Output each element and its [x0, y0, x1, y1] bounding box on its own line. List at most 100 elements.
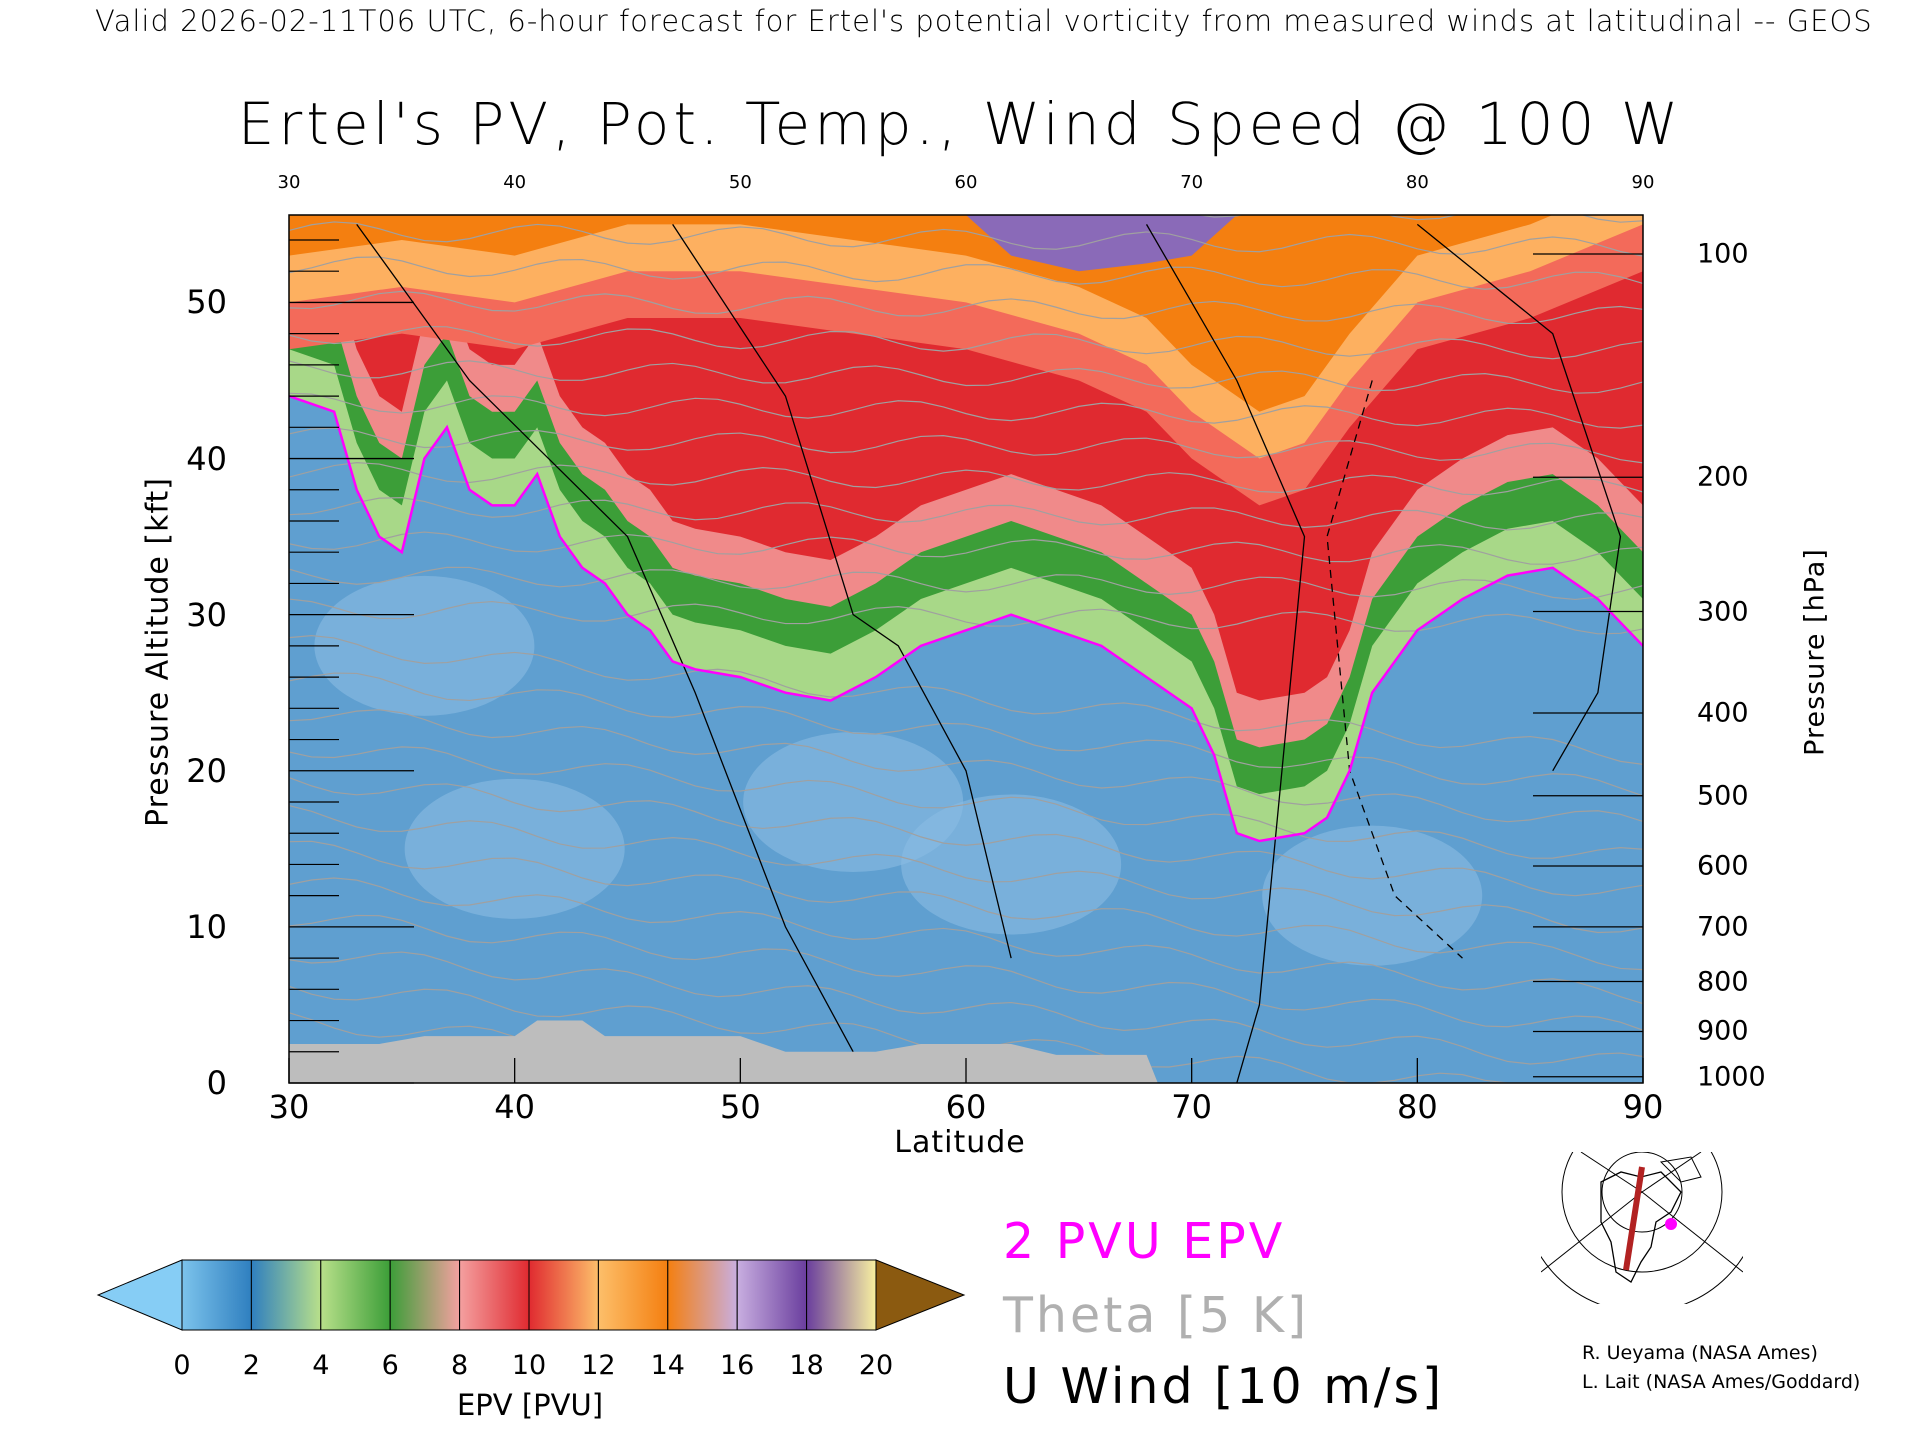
pv-14-16-region [966, 215, 1237, 272]
y-tick-label: 10 [186, 907, 227, 946]
low-pv-patch [901, 794, 1122, 935]
colorbar-tick-label: 8 [451, 1350, 469, 1381]
legend-u-wind: U Wind [10 m/s] [1003, 1358, 1445, 1415]
y-tick-label: 20 [186, 751, 227, 790]
y2-tick-label: 1000 [1697, 1061, 1766, 1093]
location-marker [1665, 1218, 1677, 1230]
terrain [289, 1020, 1158, 1083]
colorbar-tick-label: 20 [858, 1350, 894, 1381]
colorbar-segment [806, 1259, 877, 1331]
y-tick-label: 40 [186, 439, 227, 478]
transect-line [1623, 1166, 1645, 1271]
x-tick-label: 90 [1622, 1088, 1664, 1126]
plot-fill [289, 153, 1643, 1083]
y-tick-label: 50 [186, 283, 227, 322]
colorbar-tick-label: 2 [242, 1350, 260, 1381]
theta-contour [289, 325, 1643, 360]
top-tick-label: 70 [1180, 172, 1204, 193]
u-wind-contour [672, 224, 1012, 959]
theta-contour [289, 709, 1643, 823]
theta-contour [289, 951, 1643, 1065]
theta-contour [289, 635, 1643, 765]
low-pv-patch [1262, 825, 1483, 966]
colorbar-tick-label: 6 [381, 1350, 399, 1381]
theta-contour [289, 777, 1643, 897]
theta-contour [1010, 215, 1643, 223]
credit-1: R. Ueyama (NASA Ames) [1582, 1342, 1818, 1364]
pv-12-14-band [289, 215, 1553, 412]
theta-contour [289, 392, 1643, 429]
top-tick-label: 90 [1631, 172, 1655, 193]
y2-tick-label: 200 [1697, 461, 1749, 493]
theta-contour [289, 153, 1643, 187]
low-pv-patch [404, 778, 625, 919]
theta-contour [289, 914, 1643, 1031]
top-tick-label: 80 [1405, 172, 1429, 193]
y-tick-label: 30 [186, 595, 227, 634]
theta-contour [289, 840, 1643, 971]
x-tick-label: 60 [945, 1088, 987, 1126]
colorbar-segment [597, 1259, 669, 1331]
colorbar-segment [320, 1259, 391, 1331]
colorbar-tick-label: 0 [173, 1350, 191, 1381]
x-axis-label: Latitude [894, 1125, 1026, 1160]
colorbar-segment [528, 1259, 599, 1331]
colorbar-tick-label: 16 [720, 1350, 755, 1381]
u-wind-contour [1416, 223, 1622, 772]
y-axis-label: Pressure Altitude [kft] [140, 477, 176, 827]
x-tick-label: 40 [494, 1088, 536, 1126]
theta-contour [289, 877, 1643, 1005]
low-pv-patch [314, 575, 535, 716]
colorbar-tick-label: 14 [650, 1350, 685, 1381]
low-pv-patch [743, 731, 964, 872]
y2-axis-label: Pressure [hPa] [1799, 548, 1831, 756]
y2-tick-label: 500 [1697, 780, 1749, 812]
x-tick-label: 70 [1171, 1088, 1213, 1126]
colorbar [96, 1259, 966, 1331]
theta-contour [289, 746, 1643, 859]
theta-contour [289, 497, 1643, 531]
theta-contour [289, 256, 1643, 290]
colorbar-tick-label: 18 [789, 1350, 824, 1381]
y2-tick-label: 900 [1697, 1015, 1749, 1047]
theta-contour [289, 221, 1643, 257]
credit-2: L. Lait (NASA Ames/Goddard) [1582, 1371, 1861, 1393]
y2-tick-label: 300 [1697, 596, 1749, 628]
y2-tick-label: 800 [1697, 966, 1749, 998]
chart-title: Ertel's PV, Pot. Temp., Wind Speed @ 100… [237, 90, 1683, 158]
colorbar-tick-label: 10 [511, 1350, 547, 1381]
colorbar-title: EPV [PVU] [456, 1388, 604, 1422]
top-tick-label: 30 [277, 172, 301, 193]
u-wind-contour [356, 223, 854, 1053]
colorbar-tick-label: 4 [312, 1350, 330, 1381]
y-tick-label: 0 [206, 1064, 227, 1102]
top-title: Valid 2026-02-11T06 UTC, 6-hour forecast… [95, 4, 1873, 38]
theta-contour [289, 290, 1643, 325]
y2-tick-label: 400 [1697, 697, 1749, 729]
theta-contour [289, 360, 1643, 394]
y2-tick-label: 700 [1697, 911, 1749, 943]
theta-contour [289, 427, 1643, 464]
colorbar-segment [181, 1259, 252, 1331]
colorbar-segment [459, 1259, 530, 1331]
top-tick-label: 60 [954, 172, 978, 193]
locator-map [1541, 1152, 1743, 1304]
legend-pv: 2 PVU EPV [1003, 1213, 1286, 1270]
x-tick-label: 80 [1396, 1088, 1438, 1126]
colorbar-tick-label: 12 [581, 1350, 616, 1381]
colorbar-segment [736, 1259, 808, 1331]
top-tick-label: 50 [728, 172, 752, 193]
x-tick-label: 50 [719, 1088, 761, 1126]
y2-tick-label: 100 [1697, 238, 1749, 270]
theta-contour [289, 804, 1643, 934]
colorbar-under-triangle [96, 1259, 183, 1331]
y2-tick-label: 600 [1697, 850, 1749, 882]
legend-theta: Theta [5 K] [1003, 1287, 1310, 1344]
theta-contour [289, 462, 1643, 496]
x-tick-label: 30 [268, 1088, 310, 1126]
colorbar-segment [667, 1259, 738, 1331]
theta-contour [289, 566, 1643, 601]
colorbar-over-triangle [875, 1259, 966, 1331]
theta-contour [289, 531, 1643, 565]
